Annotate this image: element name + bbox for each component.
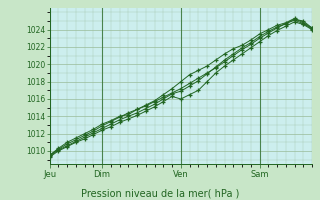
Text: Pression niveau de la mer( hPa ): Pression niveau de la mer( hPa )	[81, 188, 239, 198]
